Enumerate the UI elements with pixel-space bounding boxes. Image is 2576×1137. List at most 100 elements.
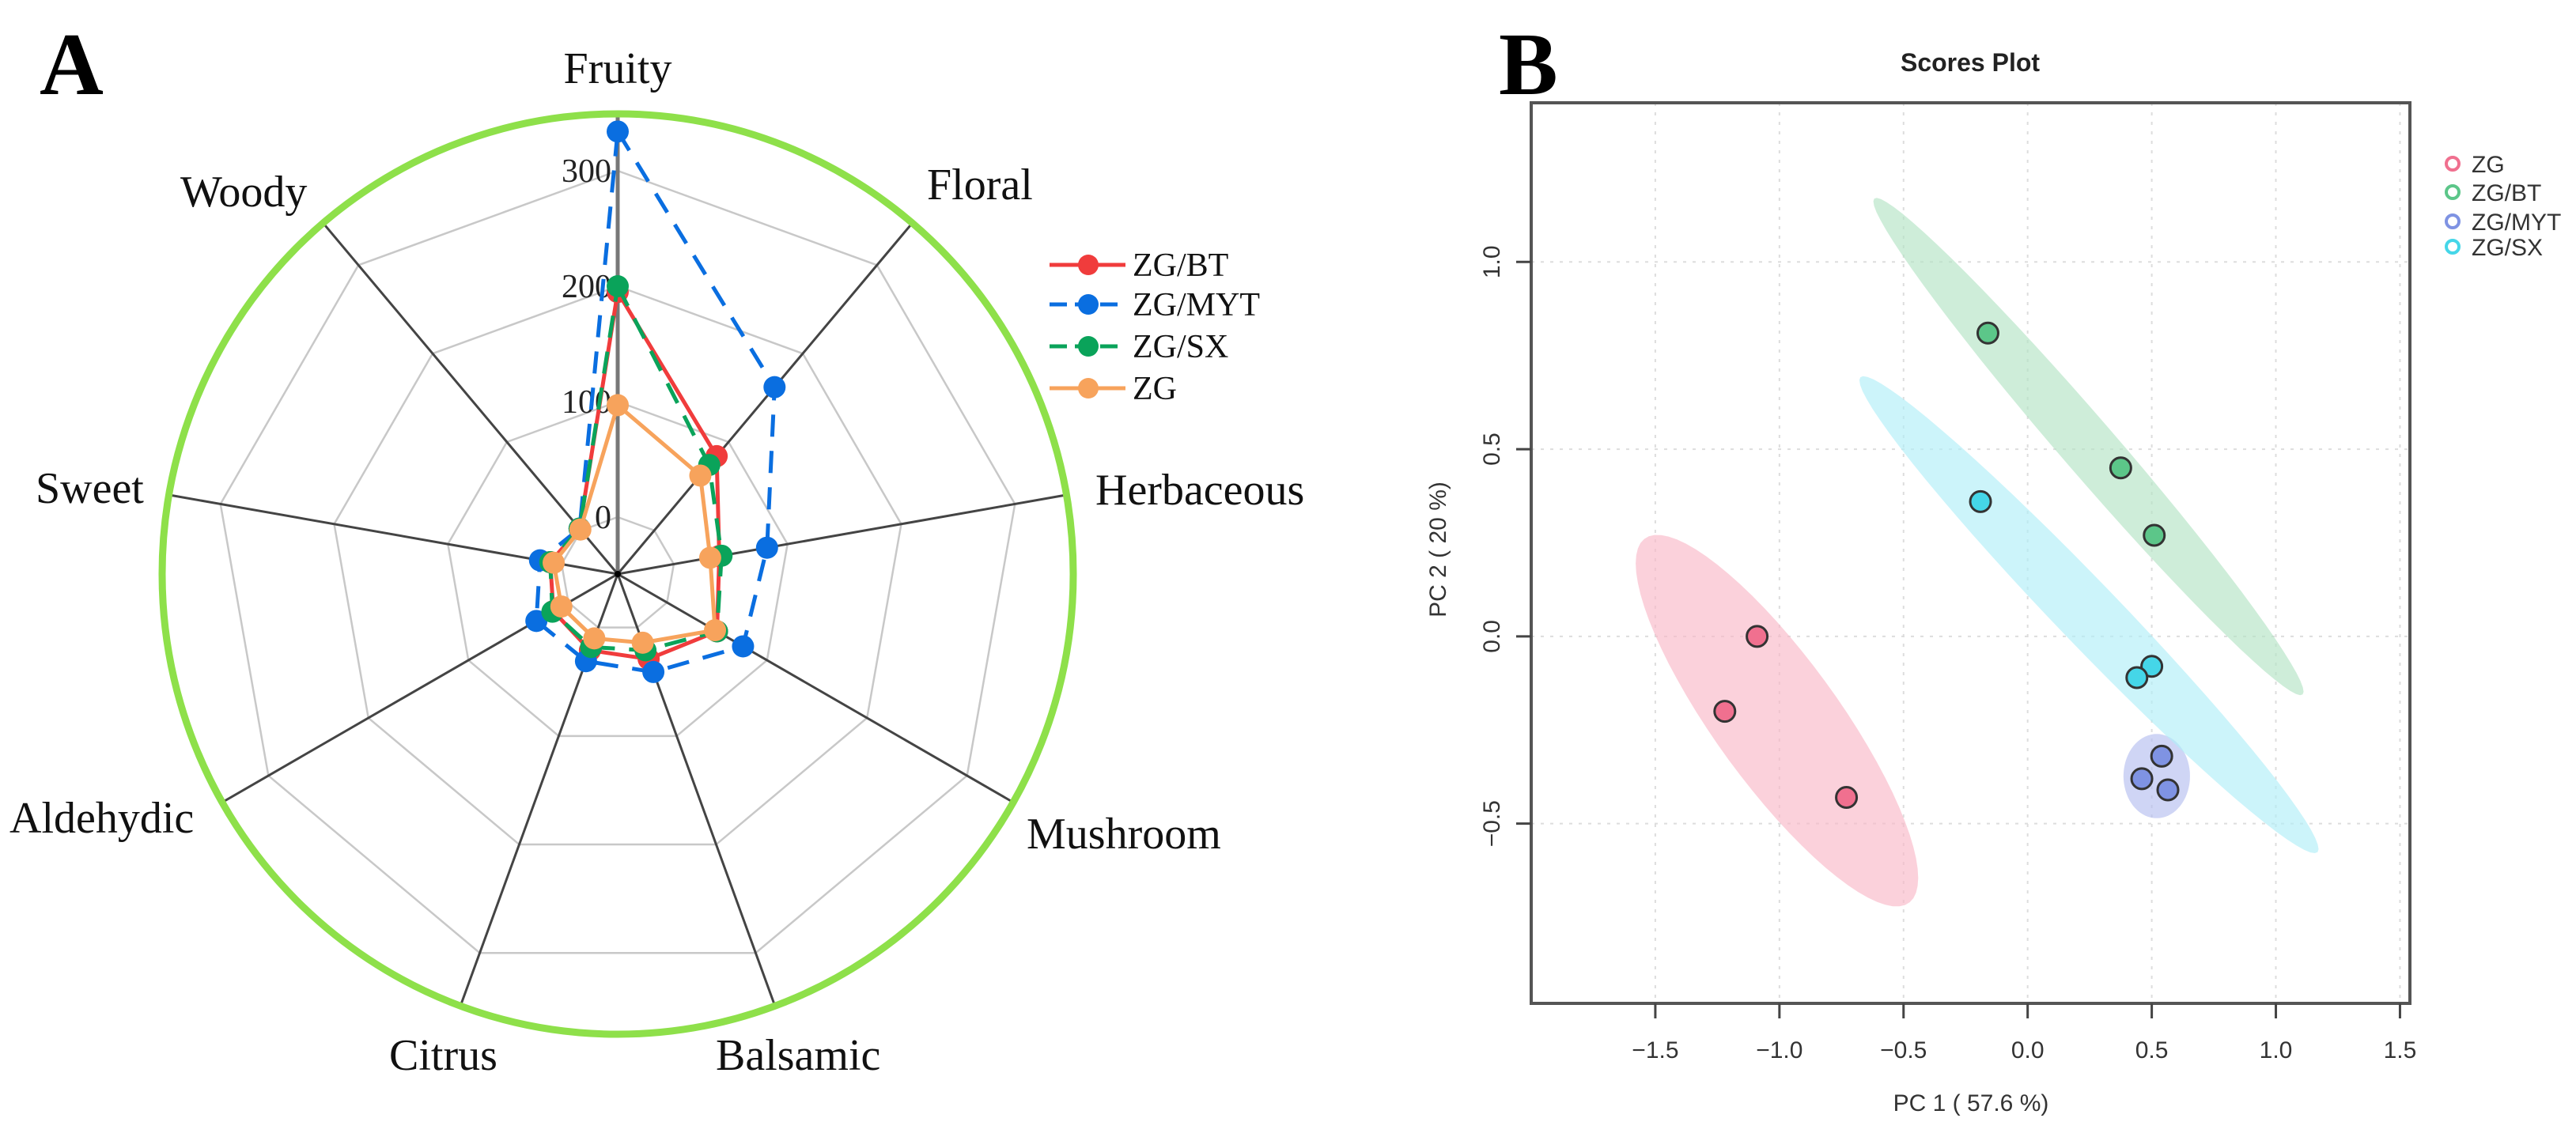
radar-point — [543, 551, 566, 574]
radar-axis-labels: Fruity Floral Herbaceous Mushroom Balsamic Ci… — [9, 44, 1304, 1080]
radial-tick-label: 0 — [595, 500, 611, 536]
pca-axes: −1.5 −1.0 −0.5 0.0 0.5 1.0 1.5 −0.5 0.0 0.5 1.0 — [1479, 101, 2416, 1063]
radar-frame-circle — [158, 110, 1077, 1038]
radar-spoke — [322, 221, 619, 575]
x-tick-label: 0.0 — [2011, 1037, 2045, 1063]
legend-marker — [2445, 213, 2461, 229]
pca-ellipses — [1636, 198, 2319, 907]
legend-label: ZG — [1133, 371, 1177, 407]
score-point-zg — [1835, 786, 1859, 810]
legend-item: ZG/MYT — [2445, 210, 2561, 236]
radar-series-line — [548, 280, 724, 652]
radar-point — [550, 595, 573, 618]
legend-marker — [2445, 156, 2461, 172]
axis-label-mushroom: Mushroom — [1027, 810, 1221, 859]
radar-point — [642, 660, 665, 683]
axis-label-herbaceous: Herbaceous — [1095, 466, 1304, 515]
score-point-zg-sx — [2140, 655, 2164, 678]
axis-label-aldehydic: Aldehydic — [9, 794, 194, 843]
x-axis-label: PC 1 ( 57.6 %) — [1893, 1090, 2049, 1116]
axis-label-woody: Woody — [180, 168, 307, 217]
confidence-ellipse-zg — [1636, 535, 1919, 907]
radar-series-zg — [543, 394, 727, 654]
axis-label-balsamic: Balsamic — [716, 1031, 880, 1080]
legend-marker — [1078, 294, 1099, 315]
legend-item: ZG/BT — [1050, 247, 1228, 284]
radar-point — [583, 627, 606, 650]
y-tick-label: 0.5 — [1479, 433, 1505, 466]
radar-point — [525, 610, 548, 633]
score-point-zg-bt — [1976, 321, 1999, 345]
score-point-zg — [1746, 625, 1769, 648]
legend-marker — [2445, 239, 2461, 255]
x-tick-label: −0.5 — [1880, 1037, 1927, 1063]
legend-marker — [2445, 184, 2461, 200]
radar-spoke — [617, 572, 1016, 805]
axis-label-citrus: Citrus — [389, 1031, 497, 1080]
legend-label: ZG/BT — [1133, 247, 1228, 284]
radar-point — [607, 394, 629, 417]
legend-item: ZG/SX — [1050, 329, 1228, 365]
radar-spoke — [616, 221, 914, 575]
panel-label-a: A — [40, 16, 104, 114]
y-tick-label: 1.0 — [1479, 245, 1505, 278]
legend-label: ZG/MYT — [2472, 210, 2561, 236]
y-tick-label: 0.0 — [1479, 620, 1505, 653]
score-point-zg-myt — [2156, 778, 2180, 802]
x-tick-label: −1.0 — [1756, 1037, 1802, 1063]
score-point-zg-myt — [2130, 767, 2154, 791]
radar-series — [525, 120, 786, 683]
pca-grid — [1531, 103, 2410, 1003]
radar-point — [755, 536, 778, 559]
radar-point — [607, 120, 629, 143]
x-tick-label: 0.5 — [2135, 1037, 2169, 1063]
radar-point — [631, 631, 654, 654]
x-tick-label: 1.0 — [2260, 1037, 2293, 1063]
radar-point — [763, 376, 786, 399]
legend-item: ZG/SX — [2445, 235, 2543, 261]
radar-series-line — [534, 125, 777, 674]
radar-grid-ring — [333, 285, 902, 846]
radar-center — [615, 571, 621, 577]
legend-label: ZG/MYT — [1133, 287, 1260, 323]
legend-label: ZG/SX — [1133, 329, 1228, 365]
legend-marker — [1078, 255, 1099, 275]
radar-series-line — [551, 401, 717, 645]
plot-title: Scores Plot — [1901, 48, 2040, 77]
plot-frame — [1530, 101, 2411, 1005]
legend-marker — [1078, 378, 1099, 399]
score-point-zg-myt — [2150, 744, 2173, 768]
radar-point — [698, 546, 721, 569]
radar-point — [704, 619, 727, 642]
pca-scores-plot: B Scores Plot −1.5 −1.0 −0.5 0.0 0.5 1.0 1.5 −0… — [1425, 16, 2561, 1116]
radar-point — [569, 518, 592, 541]
legend-label: ZG/SX — [2472, 235, 2543, 261]
y-tick-label: −0.5 — [1479, 800, 1505, 847]
score-point-zg-bt — [2143, 523, 2166, 547]
radar-point — [689, 464, 712, 487]
legend-item: ZG/MYT — [1050, 287, 1260, 323]
radial-tick-label: 300 — [562, 153, 611, 190]
axis-label-floral: Floral — [927, 161, 1033, 210]
panel-label-b: B — [1499, 16, 1558, 114]
radar-grid-ring — [447, 400, 789, 738]
axis-label-fruity: Fruity — [564, 44, 672, 93]
radar-point — [607, 275, 629, 297]
radar-spoke — [617, 493, 1070, 576]
radar-grid-ring — [560, 516, 675, 629]
score-point-zg-bt — [2109, 456, 2132, 480]
legend-label: ZG — [2472, 152, 2505, 178]
radar-grid-ring — [219, 169, 1016, 954]
y-axis-label: PC 2 ( 20 %) — [1425, 482, 1451, 618]
score-point-zg-sx — [2125, 666, 2149, 689]
x-tick-label: −1.5 — [1632, 1037, 1678, 1063]
legend-item: ZG — [1050, 371, 1177, 407]
pca-points — [1713, 321, 2180, 810]
legend-item: ZG — [2445, 152, 2505, 178]
confidence-ellipse-zg-bt — [1873, 198, 2304, 696]
